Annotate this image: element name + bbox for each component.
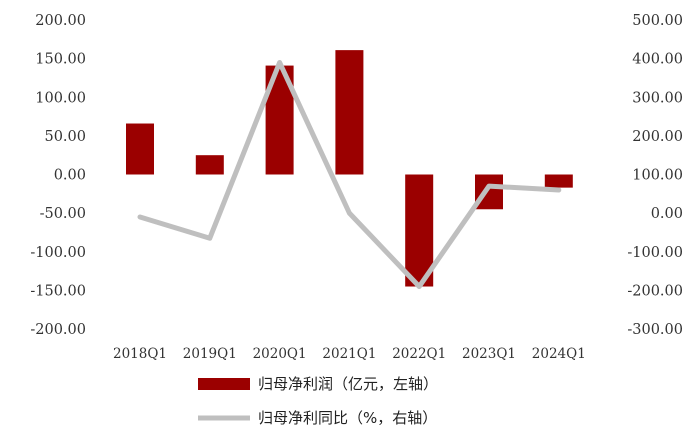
right-axis-tick-label: -300.00: [627, 322, 683, 338]
x-axis-tick-label: 2019Q1: [183, 346, 237, 362]
legend-label-line: 归母净利同比（%，右轴）: [258, 409, 437, 427]
line-series-yoy-growth: [137, 59, 562, 290]
left-axis-tick-label: 200.00: [35, 13, 86, 29]
left-axis-tick-label: -100.00: [30, 245, 86, 261]
bar-series-net-profit: [126, 50, 573, 287]
x-axis-tick-label: 2018Q1: [113, 346, 167, 362]
bar-2022Q1: [405, 174, 434, 287]
left-axis-tick-label: -50.00: [40, 206, 86, 222]
left-axis-tick-label: 50.00: [44, 129, 86, 145]
right-axis-tick-label: 200.00: [632, 129, 683, 145]
left-axis: 200.00 150.00 100.00 50.00 0.00 -50.00 -100.00…: [30, 13, 86, 338]
bar-2024Q1: [544, 174, 573, 188]
x-axis-categories: 2018Q1 2019Q1 2020Q1 2021Q1 2022Q1 2023Q1 2024…: [113, 346, 586, 362]
legend-label-bar: 归母净利润（亿元，左轴）: [258, 375, 438, 393]
x-axis-tick-label: 2023Q1: [462, 346, 516, 362]
left-axis-tick-label: -200.00: [30, 322, 86, 338]
legend: 归母净利润（亿元，左轴） 归母净利同比（%，右轴）: [198, 375, 438, 427]
right-axis: 500.00 400.00 300.00 200.00 100.00 0.00 -100.0…: [627, 13, 683, 338]
bar-2018Q1: [126, 123, 154, 175]
left-axis-tick-label: 0.00: [54, 168, 86, 184]
x-axis-tick-label: 2021Q1: [322, 346, 376, 362]
bar-2021Q1: [335, 50, 364, 175]
x-axis-tick-label: 2024Q1: [532, 346, 586, 362]
right-axis-tick-label: 300.00: [632, 90, 683, 106]
legend-swatch-bar: [198, 378, 250, 390]
right-axis-tick-label: 100.00: [632, 168, 683, 184]
right-axis-tick-label: -200.00: [627, 283, 683, 299]
right-axis-tick-label: -100.00: [627, 245, 683, 261]
left-axis-tick-label: -150.00: [30, 283, 86, 299]
right-axis-tick-label: 0.00: [651, 206, 683, 222]
x-axis-tick-label: 2020Q1: [253, 346, 307, 362]
left-axis-tick-label: 100.00: [35, 90, 86, 106]
bar-2019Q1: [195, 155, 224, 175]
left-axis-tick-label: 150.00: [35, 52, 86, 68]
right-axis-tick-label: 500.00: [632, 13, 683, 29]
x-axis-tick-label: 2022Q1: [392, 346, 446, 362]
right-axis-tick-label: 400.00: [632, 52, 683, 68]
